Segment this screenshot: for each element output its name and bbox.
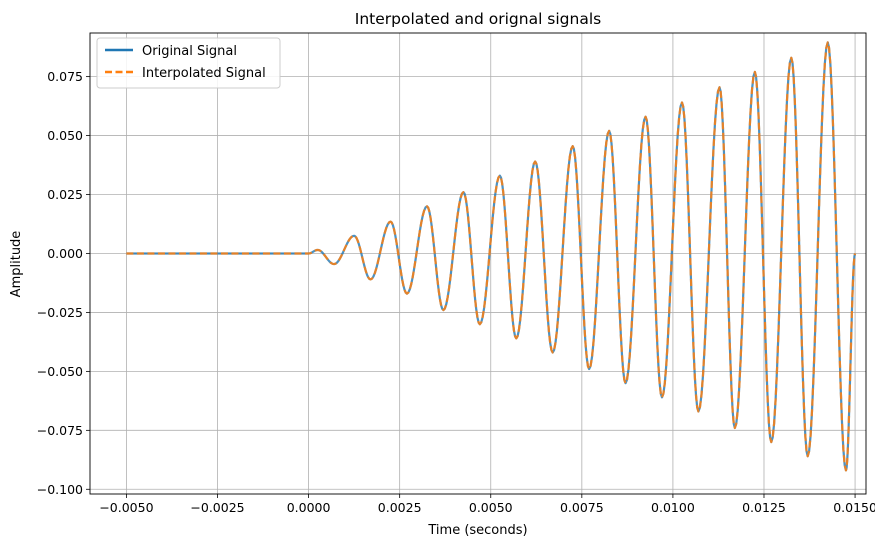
x-tick-label: 0.0025 [378,500,422,515]
x-tick-label: 0.0100 [651,500,695,515]
y-tick-label: −0.025 [37,305,83,320]
grid [90,33,866,494]
x-tick-label: 0.0000 [287,500,331,515]
x-tick-label: 0.0050 [469,500,513,515]
chart-title: Interpolated and orignal signals [355,10,601,28]
x-axis-label: Time (seconds) [427,523,527,538]
legend: Original Signal Interpolated Signal [96,37,281,89]
x-tick-label: 0.0075 [560,500,604,515]
y-tick-label: 0.075 [47,69,83,84]
x-tick-label: 0.0150 [833,500,875,515]
axis-ticks: −0.0050 −0.0025 0.0000 0.0025 0.0050 0.0075 0.… [37,69,875,515]
y-tick-label: 0.050 [47,128,83,143]
plot-frame [89,32,867,495]
legend-box [96,37,281,89]
y-tick-label: 0.000 [47,246,83,261]
y-tick-label: −0.075 [37,423,83,438]
series-interpolated-signal [126,41,857,472]
series-layer [126,41,857,472]
x-tick-label: −0.0050 [99,500,153,515]
x-tick-label: −0.0025 [190,500,244,515]
x-tick-label: 0.0125 [742,500,786,515]
y-axis-label: Amplitude [9,231,24,298]
y-tick-label: −0.100 [37,482,83,497]
y-tick-label: 0.025 [47,187,83,202]
legend-label-interpolated: Interpolated Signal [142,66,266,81]
legend-label-original: Original Signal [142,44,237,59]
y-tick-label: −0.050 [37,364,83,379]
